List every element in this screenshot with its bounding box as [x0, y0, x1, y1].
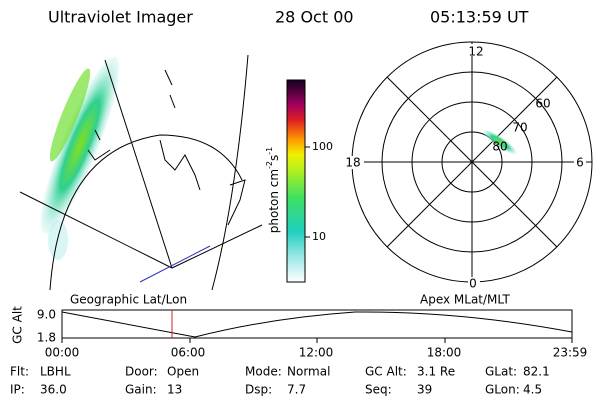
mlt-label: 18 — [345, 156, 360, 170]
aurora — [48, 220, 68, 260]
axis-label: GC Alt — [11, 306, 25, 344]
colorbar-tick: 100 — [312, 140, 333, 153]
timeline: Geographic Lat/Lon Apex MLat/MLT GC Alt … — [11, 293, 588, 360]
mlt-label: 12 — [468, 45, 483, 59]
meridian — [104, 59, 173, 269]
label-part: photon cm — [267, 169, 281, 233]
orbit-track — [139, 245, 211, 283]
field-value: 82.1 — [523, 365, 550, 379]
time-label: 18:00 — [427, 346, 462, 360]
aurora-core — [49, 68, 91, 162]
time: 05:13:59 UT — [430, 8, 529, 27]
geo-panel — [19, 54, 263, 291]
limb — [211, 54, 249, 291]
lat-label: 60 — [535, 97, 550, 111]
time-label: 12:00 — [299, 346, 334, 360]
header: Ultraviolet Imager 28 Oct 00 05:13:59 UT — [48, 8, 529, 27]
polar-panel: 12 18 6 0 60 70 80 — [344, 41, 593, 291]
field-value: 39 — [417, 383, 432, 397]
field-label: Door: — [125, 365, 158, 379]
field-label: GLon: — [485, 383, 520, 397]
instrument: Ultraviolet Imager — [48, 8, 193, 27]
aurora — [483, 129, 517, 155]
time-ticks — [61, 338, 573, 343]
field-value: 7.7 — [287, 383, 306, 397]
spokes — [352, 42, 592, 282]
alt-label: 9.0 — [37, 308, 56, 322]
aurora — [40, 56, 120, 234]
colorbar-scale — [286, 79, 306, 283]
colorbar: 100 10 photon cm-2s-1 — [265, 79, 333, 283]
field-value: LBHL — [40, 365, 71, 379]
lat-label: 80 — [492, 140, 507, 154]
coastline — [87, 69, 246, 226]
field-value: Open — [167, 365, 199, 379]
field-value: 13 — [167, 383, 182, 397]
timeline-box — [61, 309, 573, 339]
field-label: Flt: — [10, 365, 29, 379]
meridian — [19, 191, 173, 269]
field-value: Normal — [287, 365, 330, 379]
date: 28 Oct 00 — [275, 8, 354, 27]
altitude-curve — [61, 311, 573, 338]
alt-label: 1.8 — [37, 331, 56, 345]
colorbar-ticks — [305, 146, 310, 238]
field-label: Seq: — [365, 383, 392, 397]
field-label: Mode: — [245, 365, 282, 379]
label-part: s — [267, 155, 281, 161]
time-label: 23:59 — [553, 346, 588, 360]
timeline-title: Apex MLat/MLT — [420, 293, 510, 307]
colorbar-label: photon cm-2s-1 — [265, 147, 281, 234]
field-label: IP: — [10, 383, 25, 397]
field-value: 3.1 Re — [417, 365, 455, 379]
meridian — [171, 224, 263, 269]
footer: Flt: LBHL Door: Open Mode: Normal GC Alt: 3.1 R… — [10, 365, 550, 397]
label-sup: -2 — [265, 161, 274, 169]
time-label: 00:00 — [45, 346, 80, 360]
field-value: 4.5 — [523, 383, 542, 397]
time-label: 06:00 — [171, 346, 206, 360]
field-label: Gain: — [125, 383, 157, 397]
lat-label: 70 — [512, 121, 527, 135]
mlt-label: 0 — [469, 277, 477, 291]
field-label: GLat: — [485, 365, 517, 379]
lat-circle — [49, 134, 243, 291]
mlt-label: 6 — [576, 156, 584, 170]
colorbar-tick: 10 — [312, 230, 326, 243]
field-label: Dsp: — [245, 383, 272, 397]
field-label: GC Alt: — [365, 365, 407, 379]
timeline-title: Geographic Lat/Lon — [70, 293, 187, 307]
label-sup: -1 — [265, 147, 274, 155]
field-value: 36.0 — [40, 383, 67, 397]
